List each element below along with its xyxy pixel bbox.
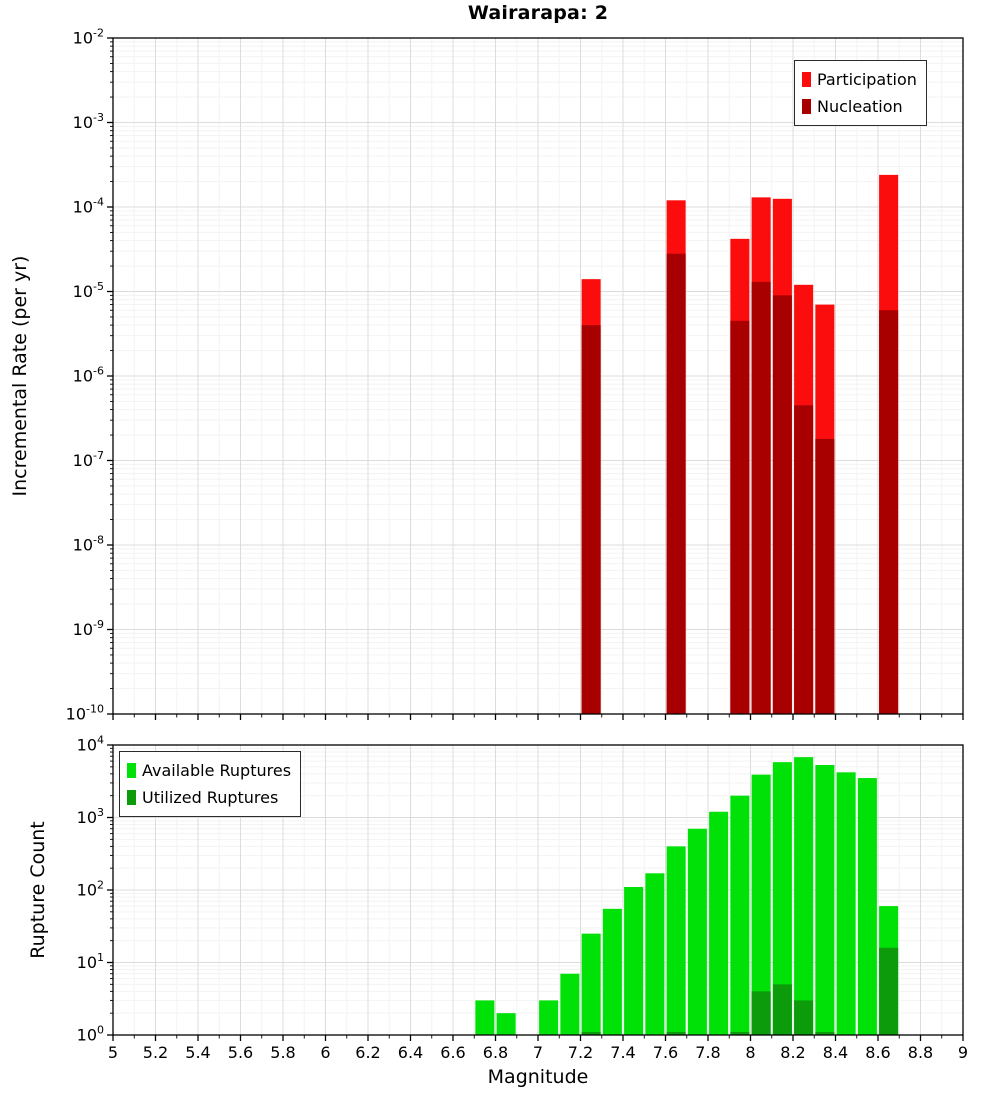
available-bar — [794, 757, 814, 1035]
available-bar — [709, 811, 729, 1035]
available-bar — [560, 973, 580, 1035]
available-bar — [475, 1000, 495, 1035]
utilized-bar — [772, 984, 792, 1035]
y-tick-label: 10-8 — [73, 534, 104, 555]
x-tick-label: 7.8 — [695, 1043, 720, 1062]
x-tick-label: 6.4 — [398, 1043, 423, 1062]
available-bar — [496, 1013, 516, 1035]
x-tick-label: 7.4 — [610, 1043, 635, 1062]
available-bar — [815, 764, 835, 1035]
bottom-y-axis-label: Rupture Count — [27, 821, 49, 959]
nucleation-bar — [815, 438, 835, 714]
utilized-bar — [751, 991, 771, 1035]
utilized-bar — [815, 1032, 835, 1035]
x-tick-label: 9 — [958, 1043, 968, 1062]
y-tick-label: 10-9 — [73, 618, 104, 639]
nucleation-bar — [730, 320, 750, 714]
available-bar — [539, 1000, 559, 1035]
utilized-ruptures-swatch — [127, 790, 136, 805]
x-tick-label: 5 — [108, 1043, 118, 1062]
nucleation-bar — [794, 405, 814, 714]
utilized-bar — [581, 1032, 601, 1035]
nucleation-bar — [666, 253, 686, 714]
x-tick-label: 7.2 — [568, 1043, 593, 1062]
y-tick-label: 100 — [77, 1024, 104, 1045]
y-tick-label: 10-3 — [73, 111, 104, 132]
x-tick-label: 8.4 — [823, 1043, 848, 1062]
utilized-bar — [879, 947, 899, 1035]
nucleation-bar — [772, 295, 792, 714]
y-tick-label: 10-5 — [73, 280, 104, 301]
available-bar — [581, 933, 601, 1035]
available-bar — [602, 908, 622, 1035]
nucleation-bar — [751, 281, 771, 714]
y-tick-label: 101 — [77, 951, 104, 972]
y-tick-label: 104 — [77, 734, 104, 755]
x-tick-label: 5.8 — [270, 1043, 295, 1062]
x-tick-label: 6 — [320, 1043, 330, 1062]
legend-item-available-ruptures: Available Ruptures — [127, 757, 291, 784]
x-tick-label: 7.6 — [653, 1043, 678, 1062]
participation-swatch — [802, 72, 811, 87]
x-tick-label: 7 — [533, 1043, 543, 1062]
panel-top: 10-2 10-3 10-4 10-5 10-6 10-7 10-8 10-9 10-10 — [66, 27, 964, 724]
chart-title: Wairarapa: 2 — [467, 2, 609, 24]
x-tick-label: 6.8 — [483, 1043, 508, 1062]
x-axis-label: Magnitude — [487, 1066, 589, 1088]
nucleation-bar — [581, 325, 601, 714]
available-bar — [836, 772, 856, 1035]
bottom-legend: Available Ruptures Utilized Ruptures — [119, 751, 302, 817]
legend-item-utilized-ruptures: Utilized Ruptures — [127, 784, 291, 811]
nucleation-bar — [879, 310, 899, 714]
y-tick-label: 10-6 — [73, 365, 104, 386]
x-tick-label: 5.6 — [228, 1043, 253, 1062]
available-bar — [772, 762, 792, 1035]
x-tick-label: 8 — [745, 1043, 755, 1062]
nucleation-swatch — [802, 99, 811, 114]
x-tick-label: 6.6 — [440, 1043, 465, 1062]
available-bar — [645, 873, 665, 1035]
y-tick-label: 10-4 — [73, 196, 104, 217]
available-bar — [730, 795, 750, 1035]
legend-label-participation: Participation — [817, 70, 917, 89]
y-tick-label: 10-2 — [73, 27, 104, 48]
y-tick-label: 102 — [77, 879, 104, 900]
x-tick-label: 8.2 — [780, 1043, 805, 1062]
available-bar — [751, 774, 771, 1035]
y-tick-label: 10-10 — [66, 703, 104, 724]
legend-label-available: Available Ruptures — [142, 761, 292, 780]
x-tick-label: 8.6 — [865, 1043, 890, 1062]
y-tick-label: 103 — [77, 806, 104, 827]
available-bar — [624, 886, 644, 1035]
legend-item-participation: Participation — [802, 66, 917, 93]
legend-label-utilized: Utilized Ruptures — [142, 788, 279, 807]
utilized-bar — [666, 1032, 686, 1035]
available-ruptures-swatch — [127, 763, 136, 778]
x-tick-label: 5.2 — [143, 1043, 168, 1062]
top-y-axis-label: Incremental Rate (per yr) — [9, 255, 31, 497]
available-bar — [857, 778, 877, 1035]
top-legend: Participation Nucleation — [794, 60, 927, 126]
utilized-bar — [794, 1000, 814, 1035]
x-tick-label: 6.2 — [355, 1043, 380, 1062]
available-bar — [666, 846, 686, 1035]
available-bar — [687, 828, 707, 1035]
x-tick-label: 8.8 — [908, 1043, 933, 1062]
x-tick-label: 5.4 — [185, 1043, 210, 1062]
utilized-bar — [730, 1032, 750, 1035]
legend-label-nucleation: Nucleation — [817, 97, 903, 116]
legend-item-nucleation: Nucleation — [802, 93, 917, 120]
y-tick-label: 10-7 — [73, 449, 104, 470]
